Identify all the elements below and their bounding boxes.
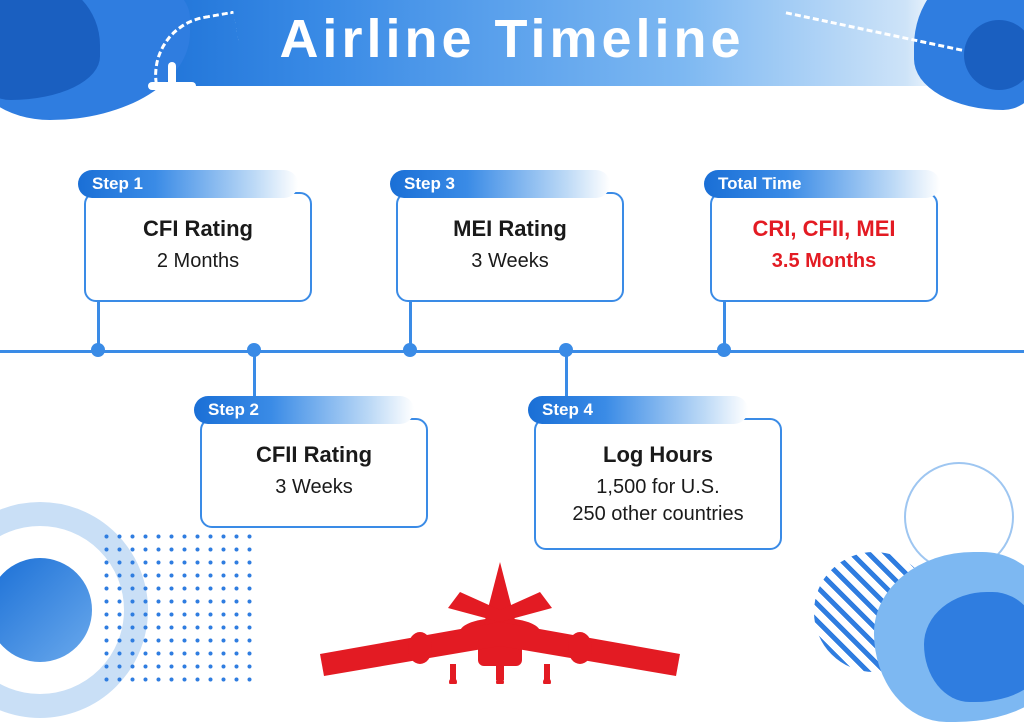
step3-dot xyxy=(403,343,417,357)
step4-pill: Step 4 xyxy=(528,396,748,424)
header-banner: Airline Timeline xyxy=(0,0,1024,120)
step1-detail: 2 Months xyxy=(96,248,300,275)
blob-bottom-right-dark xyxy=(924,592,1024,702)
page-title: Airline Timeline xyxy=(0,8,1024,70)
step1-dot xyxy=(91,343,105,357)
step3-card: MEI Rating 3 Weeks xyxy=(396,192,624,302)
step2-detail: 3 Weeks xyxy=(212,474,416,501)
total-pill: Total Time xyxy=(704,170,940,198)
step2-pill: Step 2 xyxy=(194,396,414,424)
step1-pill-label: Step 1 xyxy=(92,174,143,193)
step2-dot xyxy=(247,343,261,357)
total-pill-label: Total Time xyxy=(718,174,801,193)
total-detail: 3.5 Months xyxy=(722,248,926,275)
total-title: CRI, CFII, MEI xyxy=(722,216,926,242)
timeline-axis xyxy=(0,350,1024,353)
total-card: CRI, CFII, MEI 3.5 Months xyxy=(710,192,938,302)
step1-card: CFI Rating 2 Months xyxy=(84,192,312,302)
step1-pill: Step 1 xyxy=(78,170,298,198)
step2-card: CFII Rating 3 Weeks xyxy=(200,418,428,528)
step3-pill-label: Step 3 xyxy=(404,174,455,193)
step2-title: CFII Rating xyxy=(212,442,416,468)
step4-title: Log Hours xyxy=(546,442,770,468)
airplane-icon xyxy=(300,514,700,684)
dotgrid-bottom-left xyxy=(100,530,260,690)
step1-title: CFI Rating xyxy=(96,216,300,242)
step3-pill: Step 3 xyxy=(390,170,610,198)
step4-dot xyxy=(559,343,573,357)
total-dot xyxy=(717,343,731,357)
step2-pill-label: Step 2 xyxy=(208,400,259,419)
step3-detail: 3 Weeks xyxy=(408,248,612,275)
step3-title: MEI Rating xyxy=(408,216,612,242)
step4-pill-label: Step 4 xyxy=(542,400,593,419)
